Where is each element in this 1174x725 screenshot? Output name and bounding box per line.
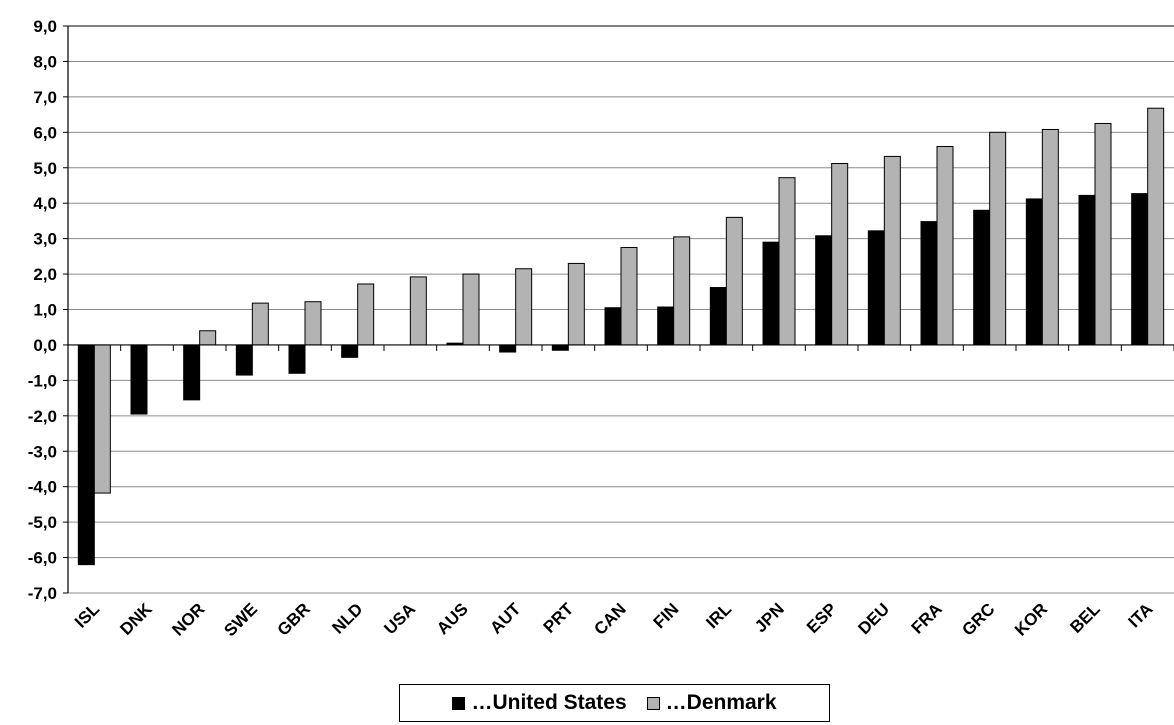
bar-united-states-grc <box>973 209 991 346</box>
bar-denmark-esp <box>831 162 849 346</box>
bar-denmark-bel <box>1094 122 1112 346</box>
bar-united-states-fra <box>920 221 938 346</box>
y-tick-label: -1,0 <box>28 371 57 390</box>
x-category-label: CAN <box>590 599 629 638</box>
x-category-label: NLD <box>328 599 366 637</box>
y-tick-label: 5,0 <box>33 159 57 178</box>
x-category-label: AUS <box>433 599 472 638</box>
legend-item-united-states: …United States <box>452 691 627 715</box>
x-category-label: SWE <box>220 599 261 640</box>
y-tick-label: -5,0 <box>28 513 57 532</box>
legend-label-denmark: …Denmark <box>665 691 777 714</box>
bar-denmark-usa <box>409 276 427 346</box>
legend-swatch-united-states <box>452 696 466 710</box>
x-category-label: FRA <box>908 599 946 637</box>
bar-united-states-can <box>604 307 622 346</box>
bar-denmark-deu <box>883 155 901 346</box>
bar-united-states-gbr <box>288 344 306 374</box>
bar-united-states-kor <box>1025 198 1043 346</box>
bar-united-states-nld <box>341 344 359 358</box>
x-category-label: AUT <box>486 599 525 638</box>
x-category-label: ITA <box>1125 599 1157 631</box>
x-category-label: ESP <box>803 599 840 636</box>
bars <box>77 107 1165 566</box>
x-category-label: GRC <box>958 599 998 639</box>
x-category-label: JPN <box>751 599 788 636</box>
y-tick-label: -3,0 <box>28 442 57 461</box>
y-tick-label: 1,0 <box>33 301 57 320</box>
legend-item-denmark: …Denmark <box>646 691 777 715</box>
x-category-labels: ISL DNK NOR SWE GBR NLD USA AUS AUT PRT CAN FIN IRL J… <box>71 599 1156 640</box>
x-category-label: KOR <box>1011 599 1051 639</box>
axes <box>63 25 1174 594</box>
bar-united-states-swe <box>235 344 253 376</box>
y-tick-label: 7,0 <box>33 88 57 107</box>
bar-united-states-aut <box>499 344 517 353</box>
bar-united-states-fin <box>657 306 675 346</box>
legend-swatch-denmark <box>646 696 660 710</box>
x-category-label: NOR <box>168 599 208 639</box>
y-tick-label: 9,0 <box>33 17 57 36</box>
legend: …United States …Denmark <box>399 684 830 722</box>
bar-denmark-fin <box>673 236 691 346</box>
y-tick-label: 8,0 <box>33 52 57 71</box>
bar-denmark-ita <box>1147 107 1165 346</box>
bar-denmark-kor <box>1041 128 1059 346</box>
bar-united-states-jpn <box>762 241 780 346</box>
x-category-label: BEL <box>1066 599 1103 636</box>
bar-united-states-prt <box>551 344 569 351</box>
bar-denmark-jpn <box>778 177 796 346</box>
y-tick-label: -2,0 <box>28 407 57 426</box>
bar-denmark-grc <box>989 131 1007 346</box>
bar-chart: 9,0 8,0 7,0 6,0 5,0 4,0 3,0 2,0 1,0 0,0 -1,0 -2,0 -3… <box>28 17 1174 640</box>
x-category-label: ISL <box>71 599 103 631</box>
y-tick-label: 3,0 <box>33 230 57 249</box>
y-tick-label: 2,0 <box>33 265 57 284</box>
y-tick-label: 0,0 <box>33 336 57 355</box>
bar-denmark-isl <box>93 344 111 494</box>
gridlines <box>68 25 1174 594</box>
bar-denmark-aus <box>462 273 480 346</box>
bar-denmark-fra <box>936 145 954 346</box>
bar-united-states-nor <box>183 344 201 401</box>
x-category-label: USA <box>380 599 419 638</box>
x-category-label: FIN <box>650 599 683 632</box>
x-category-label: GBR <box>274 599 314 639</box>
y-tick-label: -6,0 <box>28 549 57 568</box>
x-category-label: IRL <box>702 599 735 632</box>
bar-denmark-irl <box>725 216 743 346</box>
bar-united-states-irl <box>709 287 727 346</box>
x-category-label: DNK <box>116 599 156 639</box>
bar-united-states-deu <box>867 230 885 346</box>
bar-denmark-nld <box>357 283 375 346</box>
bar-united-states-ita <box>1131 193 1149 346</box>
legend-label-united-states: …United States <box>471 691 627 714</box>
y-tick-labels: 9,0 8,0 7,0 6,0 5,0 4,0 3,0 2,0 1,0 0,0 -1,0 -2,0 -3… <box>28 17 57 603</box>
bar-united-states-dnk <box>130 344 148 415</box>
bar-united-states-esp <box>815 235 833 346</box>
bar-united-states-bel <box>1078 194 1096 346</box>
y-tick-label: -4,0 <box>28 478 57 497</box>
y-tick-label: 4,0 <box>33 194 57 213</box>
x-category-label: DEU <box>854 599 893 638</box>
y-tick-label: -7,0 <box>28 584 57 603</box>
bar-united-states-isl <box>77 344 95 566</box>
bar-denmark-aut <box>515 268 533 346</box>
bar-denmark-gbr <box>304 301 322 346</box>
y-tick-label: 6,0 <box>33 123 57 142</box>
x-category-label: PRT <box>540 599 578 637</box>
bar-denmark-prt <box>567 262 585 346</box>
bar-denmark-nor <box>199 330 217 346</box>
bar-denmark-can <box>620 246 638 346</box>
bar-denmark-swe <box>251 302 269 346</box>
